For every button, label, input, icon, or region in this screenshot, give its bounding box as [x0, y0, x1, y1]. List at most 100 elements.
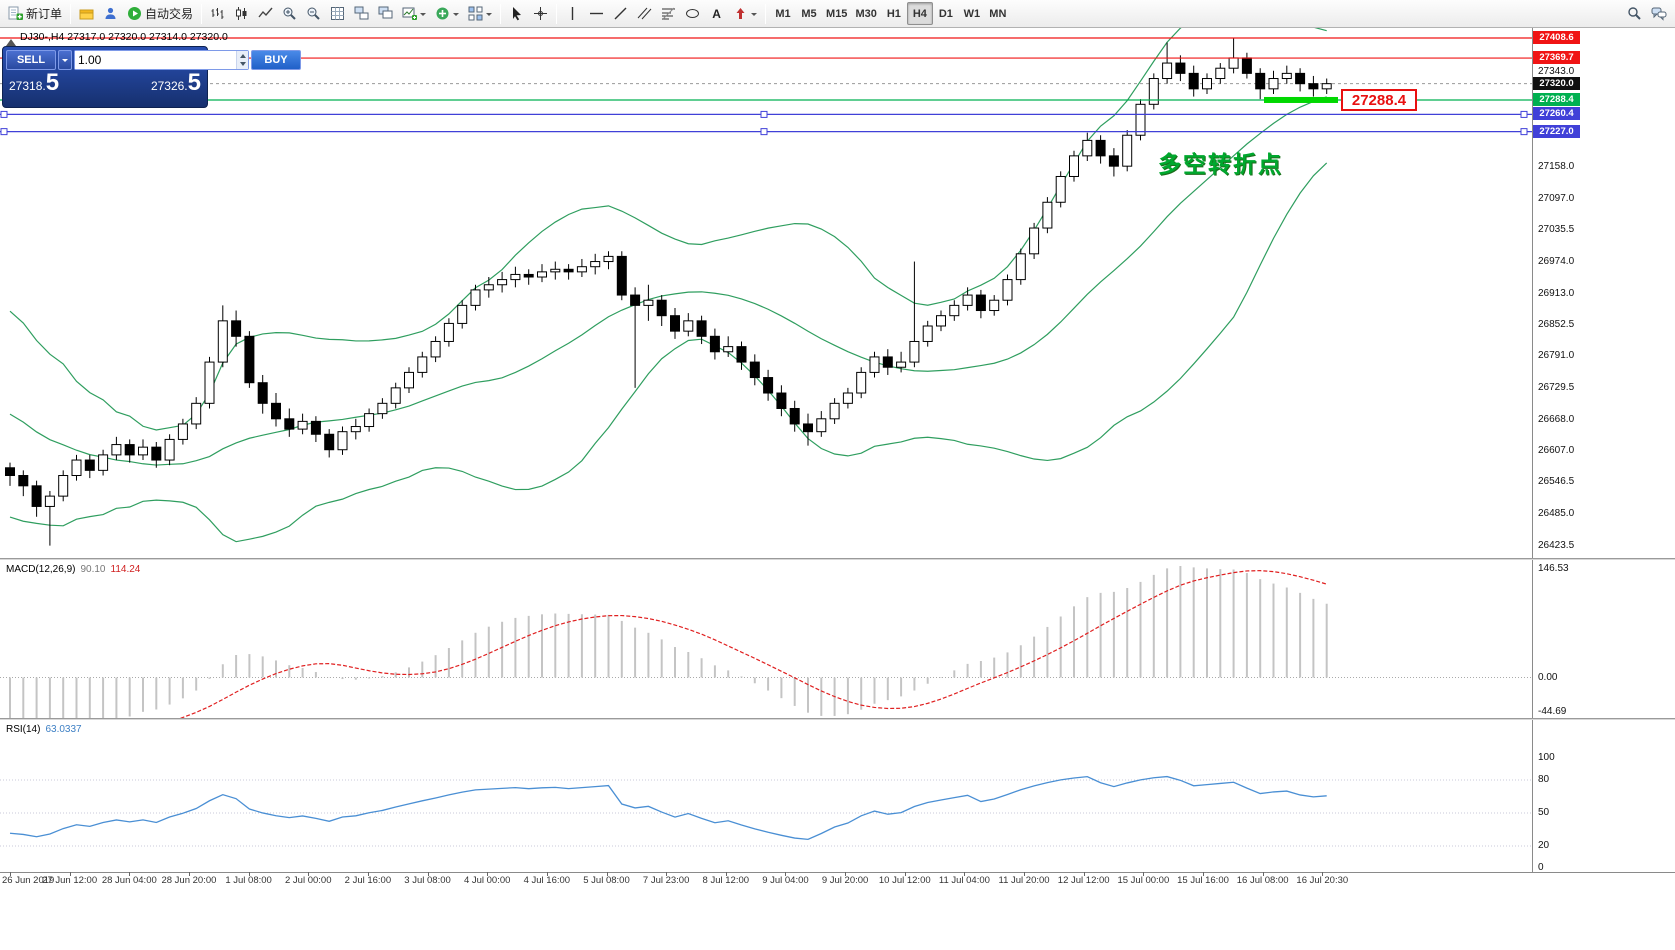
shapes-button[interactable]	[681, 2, 704, 25]
buy-button[interactable]: BUY	[251, 50, 301, 70]
autotrading-button[interactable]: 自动交易	[123, 2, 197, 25]
market-watch-icon	[79, 9, 94, 20]
volume-up-button[interactable]	[237, 51, 248, 60]
price-axis-label: 27343.0	[1538, 65, 1575, 77]
zoom-out-icon	[307, 7, 320, 20]
text-button[interactable]: A	[705, 2, 728, 25]
volume-down-button[interactable]	[237, 60, 248, 69]
crosshair-icon	[534, 7, 548, 20]
rsi-label: RSI(14) 63.0337	[6, 724, 82, 735]
bar-chart-button[interactable]	[206, 2, 229, 25]
timeframe-m30-button[interactable]: M30	[851, 2, 880, 25]
zoom-in-button[interactable]	[278, 2, 301, 25]
price-axis-label: 26913.0	[1538, 287, 1575, 299]
tile-windows-button[interactable]	[350, 2, 373, 25]
price-tag: 27408.6	[1533, 31, 1580, 44]
rsi-scale-label: 80	[1538, 774, 1550, 785]
macd-main-value: 90.10	[80, 564, 106, 575]
cascade-windows-button[interactable]	[374, 2, 397, 25]
time-axis[interactable]	[0, 872, 1675, 890]
horizontal-line-button[interactable]	[585, 2, 608, 25]
timeframe-w1-button[interactable]: W1	[959, 2, 985, 25]
zoom-in-icon	[283, 7, 296, 20]
one-click-panel-toggle[interactable]	[6, 34, 16, 46]
new-order-button[interactable]: 新订单	[4, 2, 66, 25]
time-axis-tick	[666, 872, 668, 876]
arrows-button[interactable]	[729, 2, 761, 25]
grid-button[interactable]	[326, 2, 349, 25]
timeframe-m15-button[interactable]: M15	[822, 2, 851, 25]
toolbar-separator	[500, 3, 502, 24]
trendline-icon	[614, 7, 627, 20]
rsi-panel[interactable]	[0, 775, 1532, 847]
horizontal-line-icon	[590, 12, 604, 15]
time-axis-tick	[1024, 872, 1026, 876]
price-tag: 27369.7	[1533, 51, 1580, 65]
candlestick-chart-button[interactable]	[230, 2, 253, 25]
line-chart-icon	[258, 7, 273, 18]
panel-divider-rsi[interactable]	[0, 718, 1675, 720]
timeframe-d1-button[interactable]: D1	[933, 2, 959, 25]
time-axis-label: 10 Jul 12:00	[878, 875, 931, 886]
zoom-out-button[interactable]	[302, 2, 325, 25]
timeframe-m5-button[interactable]: M5	[796, 2, 822, 25]
time-axis-tick	[1083, 872, 1085, 876]
volume-input[interactable]	[75, 51, 236, 69]
price-axis-label: 27158.0	[1538, 161, 1575, 173]
price-panel[interactable]	[0, 0, 1532, 546]
new-chart-button[interactable]	[398, 2, 430, 25]
time-axis-label: 3 Jul 08:00	[404, 875, 451, 886]
trendline-button[interactable]	[609, 2, 632, 25]
time-axis-tick	[1203, 872, 1204, 876]
rsi-scale-label: 0	[1538, 862, 1544, 873]
indicators-button[interactable]	[431, 2, 463, 25]
panel-divider-macd[interactable]	[0, 558, 1675, 560]
price-callout-label[interactable]: 27288.4	[1341, 89, 1417, 111]
timeframe-m1-button[interactable]: M1	[770, 2, 796, 25]
channel-button[interactable]	[633, 2, 656, 25]
time-axis-label: 2 Jul 16:00	[344, 875, 392, 886]
bar-chart-icon	[211, 8, 224, 19]
line-chart-button[interactable]	[254, 2, 277, 25]
cursor-button[interactable]	[505, 2, 528, 25]
macd-scale-label: -44.69	[1538, 705, 1567, 717]
price-axis-label: 26423.5	[1538, 539, 1575, 551]
time-axis-tick	[964, 872, 966, 876]
sell-price-main: 27318.	[9, 79, 46, 93]
chevron-down-icon	[751, 13, 758, 19]
fibonacci-button[interactable]	[657, 2, 680, 25]
search-button[interactable]	[1623, 2, 1646, 25]
sell-price[interactable]: 27318.5	[9, 71, 59, 95]
sell-button[interactable]: SELL	[6, 50, 56, 70]
macd-panel[interactable]	[0, 565, 1532, 746]
navigator-button[interactable]	[99, 2, 122, 25]
order-type-dropdown[interactable]	[58, 50, 72, 70]
price-axis-label: 26974.0	[1538, 256, 1575, 268]
chat-button[interactable]	[1647, 2, 1671, 25]
templates-button[interactable]	[464, 2, 496, 25]
time-axis-tick	[1262, 872, 1264, 876]
chevron-down-icon	[453, 13, 460, 19]
toolbar-separator	[70, 3, 72, 24]
vertical-line-button[interactable]	[561, 2, 584, 25]
time-axis-label: 16 Jul 08:00	[1236, 875, 1289, 886]
chevron-up-icon	[239, 51, 246, 58]
price-tag: 27260.4	[1533, 107, 1580, 121]
chat-bubbles-icon	[1651, 7, 1667, 21]
price-axis-label: 26729.5	[1538, 382, 1575, 394]
crosshair-button[interactable]	[529, 2, 552, 25]
timeframe-mn-button[interactable]: MN	[985, 2, 1011, 25]
toolbar-separator	[556, 3, 558, 24]
timeframe-h1-button[interactable]: H1	[881, 2, 907, 25]
timeframe-h4-button[interactable]: H4	[906, 2, 933, 25]
new-order-icon	[8, 6, 23, 20]
turning-point-annotation[interactable]: 多空转折点	[1158, 151, 1283, 177]
time-axis-tick	[1143, 872, 1145, 876]
time-axis-label: 1 Jul 08:00	[225, 875, 272, 886]
chart-canvas[interactable]	[0, 0, 1532, 872]
buy-price[interactable]: 27326.5	[151, 71, 201, 95]
timeframe-group: M1 M5 M15 M30 H1 H4 D1 W1 MN	[770, 2, 1011, 25]
macd-scale-label: 0.00	[1538, 671, 1558, 683]
time-axis-label: 8 Jul 12:00	[702, 875, 750, 886]
market-watch-button[interactable]	[75, 2, 98, 25]
